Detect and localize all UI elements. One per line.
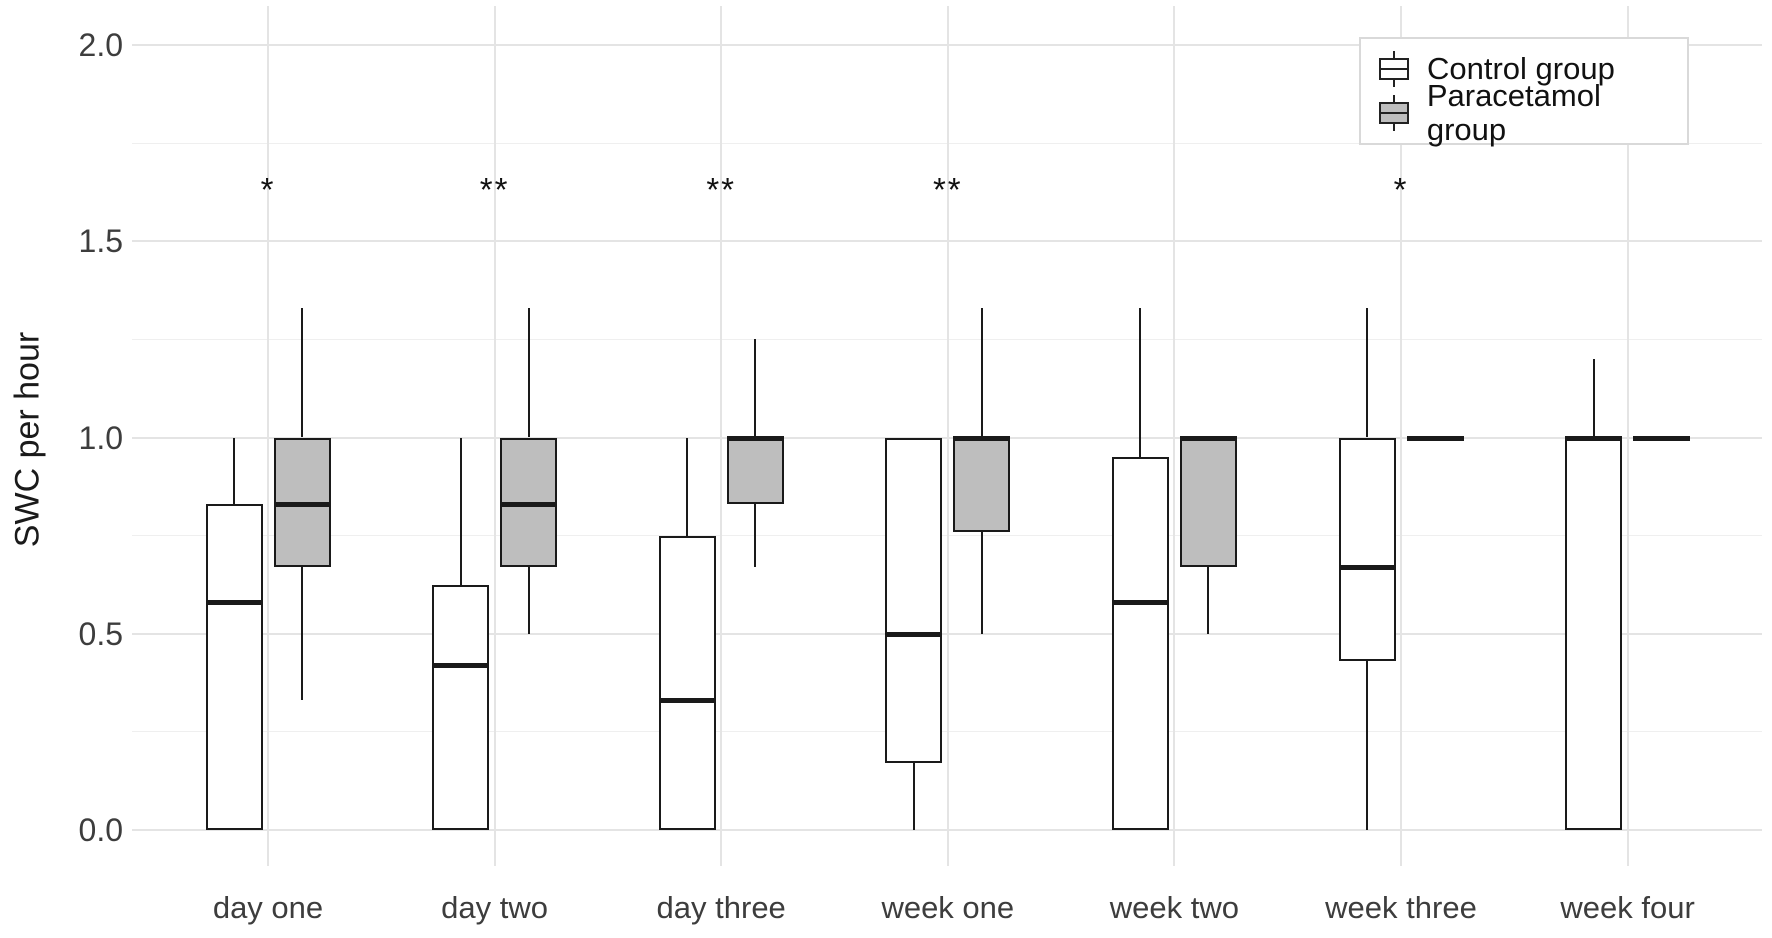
category-gridline [1626, 6, 1629, 866]
legend-entry-control: Control group [1379, 51, 1687, 87]
control-box-week-one-median [885, 631, 943, 637]
control-box-week-four [1565, 437, 1623, 830]
category-gridline [1173, 6, 1176, 866]
legend: Control group Paracetamol group [1359, 37, 1689, 147]
control-box-day-one [205, 504, 263, 830]
paracetamol-boxplot-icon [1379, 95, 1409, 131]
paracetamol-box-day-three-upper-whisker [754, 339, 757, 438]
control-box-day-one-median [205, 600, 263, 606]
category-gridline [493, 6, 496, 866]
paracetamol-box-week-two-median [1179, 435, 1237, 441]
x-category-label-week-two: week two [1109, 890, 1239, 925]
legend-label-paracetamol: Paracetamol group [1426, 78, 1601, 147]
legend-entry-paracetamol: Paracetamol group [1379, 79, 1687, 147]
y-tick-label: 1.0 [78, 419, 123, 456]
paracetamol-box-week-one-lower-whisker [980, 531, 983, 634]
control-box-day-three-median [658, 698, 716, 704]
control-box-week-one-lower-whisker [912, 763, 915, 830]
control-boxplot-icon [1379, 51, 1409, 87]
control-box-week-two-upper-whisker [1139, 307, 1142, 458]
control-box-week-four-median [1565, 435, 1623, 441]
y-tick-label: 0.5 [78, 615, 123, 652]
significance-marker-week-three: * [1393, 171, 1409, 208]
control-box-day-three-upper-whisker [686, 437, 689, 536]
paracetamol-box-week-four-median [1633, 435, 1691, 441]
control-box-day-two-upper-whisker [459, 437, 462, 585]
significance-marker-day-one: * [260, 171, 276, 208]
category-gridline [720, 6, 723, 866]
x-category-label-week-three: week three [1325, 890, 1477, 925]
y-tick-label: 2.0 [78, 27, 123, 63]
paracetamol-box-week-one [953, 437, 1011, 532]
paracetamol-box-week-three-median [1406, 435, 1464, 441]
x-category-label-day-one: day one [212, 890, 324, 925]
control-box-week-three-upper-whisker [1366, 307, 1368, 438]
paracetamol-box-week-two-lower-whisker [1207, 567, 1210, 634]
category-gridline [1400, 6, 1402, 866]
paracetamol-box-day-one-lower-whisker [301, 567, 303, 701]
paracetamol-box-day-two-median [500, 502, 558, 508]
paracetamol-box-week-one-upper-whisker [980, 307, 983, 438]
paracetamol-box-day-one-upper-whisker [301, 307, 303, 438]
control-box-day-one-upper-whisker [233, 437, 235, 505]
control-box-week-two [1111, 457, 1169, 830]
paracetamol-box-day-two-lower-whisker [527, 567, 530, 634]
paracetamol-box-day-three-lower-whisker [754, 504, 757, 568]
y-tick-label: 1.5 [78, 223, 123, 260]
control-box-week-two-median [1111, 600, 1169, 606]
paracetamol-box-day-two-upper-whisker [527, 307, 530, 438]
control-box-day-three [658, 535, 716, 830]
category-gridline [267, 6, 269, 866]
paracetamol-box-day-three-median [726, 435, 784, 441]
category-gridline [946, 6, 949, 866]
paracetamol-box-week-two [1179, 437, 1237, 568]
paracetamol-box-day-three [726, 437, 784, 505]
control-box-week-one [885, 437, 943, 764]
x-category-label-week-four: week four [1560, 890, 1695, 925]
x-category-label-week-one: week one [881, 890, 1015, 925]
significance-marker-day-three: ** [706, 171, 737, 208]
control-box-week-three [1338, 437, 1396, 662]
legend-label-control: Control group [1427, 51, 1615, 86]
x-category-label-day-two: day two [441, 890, 549, 925]
paracetamol-box-day-one-median [273, 502, 331, 508]
control-box-week-three-lower-whisker [1366, 661, 1368, 830]
control-box-week-four-upper-whisker [1592, 359, 1595, 438]
control-box-day-two-median [432, 663, 490, 669]
y-tick-label: 0.0 [78, 812, 123, 848]
control-box-day-two [432, 584, 490, 830]
control-box-week-three-median [1338, 565, 1396, 571]
significance-marker-day-two: ** [479, 171, 510, 208]
x-category-label-day-three: day three [656, 890, 786, 925]
paracetamol-box-week-one-median [953, 435, 1011, 441]
significance-marker-week-one: ** [932, 171, 963, 208]
